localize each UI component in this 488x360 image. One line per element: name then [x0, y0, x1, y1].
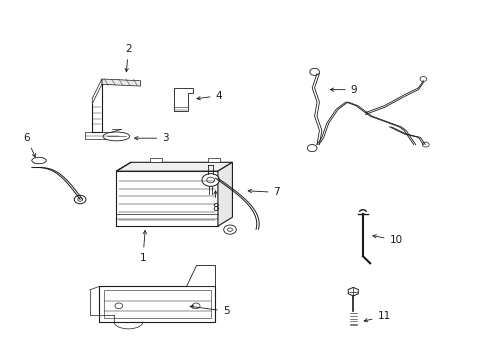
Text: 10: 10	[372, 235, 402, 245]
Circle shape	[192, 303, 200, 309]
Circle shape	[422, 142, 428, 147]
Circle shape	[202, 174, 219, 186]
Polygon shape	[102, 79, 140, 86]
Circle shape	[223, 225, 236, 234]
Text: 11: 11	[364, 311, 390, 322]
Text: 1: 1	[140, 230, 146, 263]
Text: 7: 7	[248, 188, 280, 197]
Text: 8: 8	[212, 191, 218, 213]
Circle shape	[206, 177, 214, 183]
Polygon shape	[116, 162, 232, 171]
Polygon shape	[92, 79, 102, 104]
Text: 2: 2	[125, 44, 132, 72]
Ellipse shape	[103, 132, 129, 141]
Circle shape	[309, 68, 319, 76]
Text: 5: 5	[190, 305, 229, 316]
Polygon shape	[150, 158, 162, 162]
Circle shape	[74, 195, 86, 204]
Polygon shape	[208, 158, 220, 162]
Circle shape	[115, 303, 122, 309]
Polygon shape	[99, 286, 215, 322]
Circle shape	[307, 145, 316, 152]
Polygon shape	[85, 132, 119, 139]
Circle shape	[419, 77, 426, 81]
Polygon shape	[347, 287, 358, 296]
Text: 6: 6	[23, 133, 35, 157]
Text: 9: 9	[330, 85, 357, 95]
Text: 3: 3	[134, 133, 168, 143]
Polygon shape	[218, 162, 232, 226]
Polygon shape	[174, 88, 192, 111]
Ellipse shape	[32, 157, 46, 164]
Circle shape	[78, 198, 82, 201]
Polygon shape	[116, 171, 218, 226]
Text: 4: 4	[197, 91, 222, 101]
Polygon shape	[186, 265, 215, 286]
Circle shape	[227, 228, 232, 231]
